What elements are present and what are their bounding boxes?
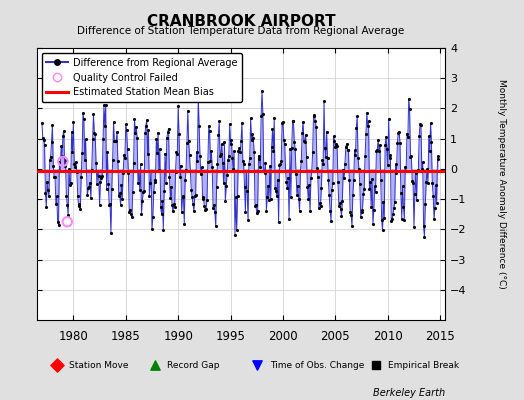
Text: 2015: 2015 bbox=[425, 330, 455, 343]
Text: Time of Obs. Change: Time of Obs. Change bbox=[270, 360, 364, 370]
Text: 2010: 2010 bbox=[373, 330, 402, 343]
Point bbox=[63, 218, 71, 225]
Text: Station Move: Station Move bbox=[69, 360, 129, 370]
Point bbox=[372, 362, 380, 368]
Text: Empirical Break: Empirical Break bbox=[388, 360, 460, 370]
Point bbox=[53, 362, 61, 368]
Text: Difference of Station Temperature Data from Regional Average: Difference of Station Temperature Data f… bbox=[78, 26, 405, 36]
Text: 2005: 2005 bbox=[321, 330, 350, 343]
Point bbox=[253, 362, 261, 368]
Text: CRANBROOK AIRPORT: CRANBROOK AIRPORT bbox=[147, 14, 335, 29]
Point bbox=[59, 158, 67, 164]
Text: Record Gap: Record Gap bbox=[168, 360, 220, 370]
Text: 2000: 2000 bbox=[268, 330, 298, 343]
Text: 1985: 1985 bbox=[111, 330, 140, 343]
Point bbox=[151, 362, 159, 368]
Y-axis label: Monthly Temperature Anomaly Difference (°C): Monthly Temperature Anomaly Difference (… bbox=[497, 79, 506, 289]
Text: 1995: 1995 bbox=[215, 330, 246, 343]
Text: 1980: 1980 bbox=[59, 330, 88, 343]
Text: Berkeley Earth: Berkeley Earth bbox=[373, 388, 445, 398]
Legend: Difference from Regional Average, Quality Control Failed, Estimated Station Mean: Difference from Regional Average, Qualit… bbox=[41, 53, 242, 102]
Text: 1990: 1990 bbox=[163, 330, 193, 343]
